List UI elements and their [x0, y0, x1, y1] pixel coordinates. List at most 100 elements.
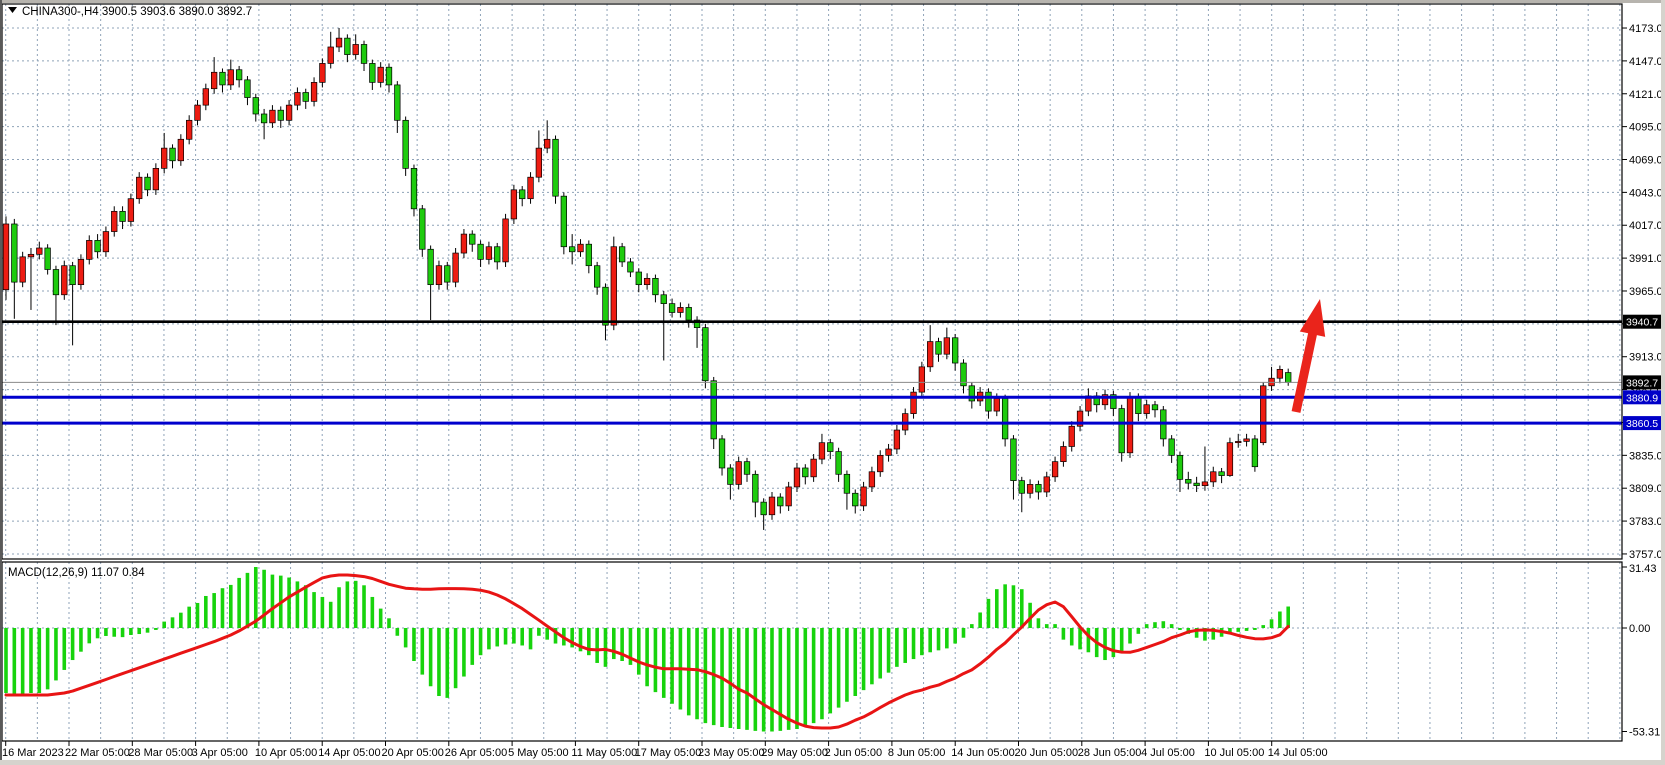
- candle-up: [269, 109, 276, 124]
- price-axis-label: 4069.0: [1629, 155, 1663, 167]
- price-badge-label: 3892.7: [1626, 377, 1658, 389]
- chevron-down-icon[interactable]: [8, 7, 17, 13]
- candle-down: [219, 71, 226, 86]
- axes[interactable]: 4173.0 4147.0 4121.0 4095.0 4069.0 4043.0 4017…: [2, 23, 1663, 759]
- time-axis-label: 10 Jul 05:00: [1204, 747, 1264, 759]
- candle-up: [677, 307, 684, 313]
- candle-down: [852, 492, 859, 507]
- candle-down: [668, 303, 676, 313]
- candle-up: [86, 240, 93, 260]
- candle-down: [1110, 394, 1117, 409]
- candle-down: [985, 391, 992, 412]
- candle-up: [885, 448, 892, 456]
- candle-up: [211, 71, 218, 90]
- candle-up: [1243, 438, 1250, 442]
- candle-up: [102, 231, 110, 253]
- up-arrow-shape[interactable]: [1291, 299, 1326, 413]
- macd-axis-label: -53.31: [1629, 727, 1660, 739]
- candle-up: [577, 243, 584, 253]
- candle-down: [1285, 372, 1292, 383]
- candle-up: [435, 265, 443, 286]
- candle-down: [660, 294, 667, 304]
- candle-down: [244, 79, 251, 98]
- candle-up: [127, 198, 135, 222]
- candle-down: [402, 119, 409, 169]
- time-axis-label: 10 Apr 05:00: [255, 747, 317, 759]
- time-axis-label: 2 Jun 05:00: [825, 747, 883, 759]
- time-axis-label: 23 May 05:00: [698, 747, 765, 759]
- candle-up: [1276, 369, 1284, 379]
- candle-down: [1151, 404, 1159, 411]
- candle-up: [61, 265, 68, 296]
- candle-down: [169, 147, 176, 162]
- candle-up: [735, 461, 742, 485]
- candle-up: [527, 176, 534, 200]
- macd-axis-label: 31.43: [1629, 563, 1657, 575]
- time-axis-label: 16 Mar 2023: [2, 747, 64, 759]
- candle-up: [111, 210, 118, 232]
- candle-down: [52, 269, 60, 296]
- price-axis-label: 4095.0: [1629, 122, 1663, 134]
- candle-up: [194, 104, 201, 121]
- price-axis-label: 3757.0: [1629, 549, 1663, 561]
- price-badge-3892.7: [1623, 375, 1663, 390]
- candle-down: [252, 97, 259, 115]
- time-axis-label: 28 Jun 05:00: [1078, 747, 1142, 759]
- price-badge-3860.5: [1623, 416, 1663, 431]
- candle-down: [1018, 480, 1025, 494]
- time-axis-label: 11 May 05:00: [571, 747, 637, 759]
- candle-down: [344, 37, 351, 55]
- price-axis-label: 3783.0: [1629, 516, 1663, 528]
- candle-down: [419, 208, 426, 250]
- candle-down: [44, 247, 51, 270]
- candle-down: [802, 467, 809, 478]
- red-up-arrow-annotation[interactable]: [1291, 299, 1326, 413]
- candle-up: [485, 246, 493, 260]
- candle-up: [1210, 471, 1217, 483]
- candle-down: [1035, 484, 1042, 493]
- candle-down: [952, 337, 959, 364]
- candlesticks: [2, 28, 1292, 530]
- time-axis-label: 22 Mar 05:00: [65, 747, 130, 759]
- candle-down: [1218, 471, 1225, 476]
- candle-down: [1168, 438, 1175, 456]
- candle-down: [585, 243, 592, 267]
- candle-down: [69, 265, 76, 286]
- candle-up: [1260, 385, 1267, 444]
- candle-up: [943, 337, 950, 355]
- candle-down: [1185, 479, 1192, 484]
- horizontal-level-lines[interactable]: [2, 320, 1622, 425]
- candle-down: [119, 210, 126, 222]
- candle-down: [652, 277, 659, 296]
- window-edge-left: [0, 0, 2, 760]
- time-axis-label: 20 Jun 05:00: [1015, 747, 1079, 759]
- price-badge-label: 3880.9: [1626, 392, 1658, 404]
- candle-down: [1135, 396, 1142, 414]
- candle-up: [1060, 446, 1067, 463]
- candle-down: [494, 246, 501, 263]
- candle-up: [335, 37, 343, 48]
- candle-down: [935, 341, 942, 355]
- candle-up: [460, 233, 468, 254]
- panel-borders: [1, 3, 1623, 742]
- candle-down: [560, 195, 567, 248]
- time-axis-label: 26 Apr 05:00: [445, 747, 507, 759]
- price-axis-label: 4147.0: [1629, 56, 1663, 68]
- price-axis-label: 3835.0: [1629, 450, 1663, 462]
- macd-indicator-label: MACD(12,26,9) 11.07 0.84: [8, 567, 145, 579]
- candle-down: [960, 362, 967, 387]
- price-badge-label: 3940.7: [1626, 317, 1658, 329]
- candle-down: [718, 438, 726, 469]
- candle-up: [1143, 404, 1150, 414]
- candle-up: [868, 471, 876, 488]
- candle-down: [843, 473, 851, 494]
- grid-lines: [2, 4, 1622, 741]
- candle-down: [710, 380, 717, 440]
- candle-down: [519, 189, 526, 200]
- candle-up: [177, 138, 184, 162]
- candle-up: [2, 223, 10, 291]
- candle-up: [36, 247, 43, 255]
- window-edge-bottom: [0, 760, 1665, 765]
